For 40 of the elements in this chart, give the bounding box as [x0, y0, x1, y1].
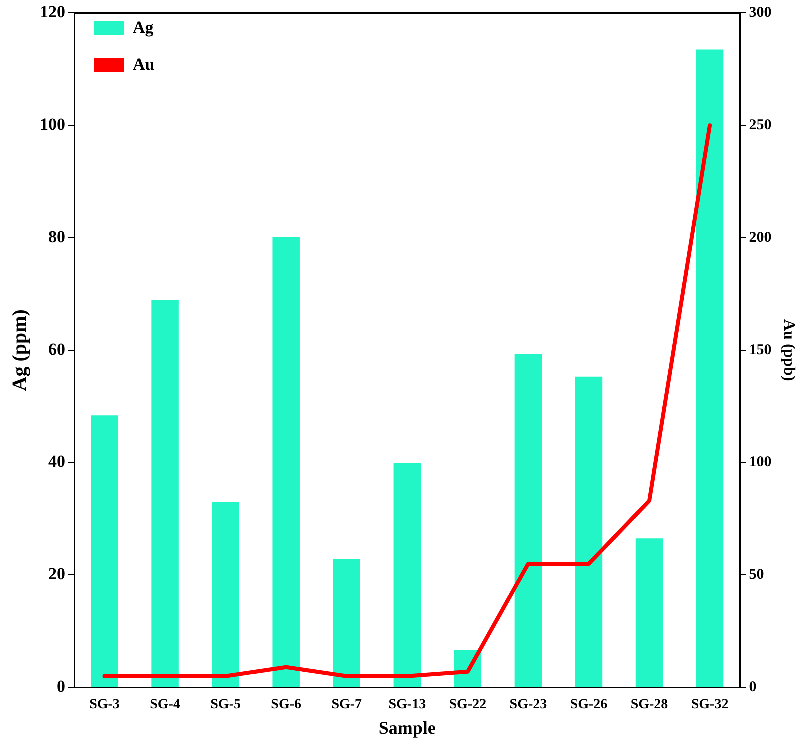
- x-tick-label: SG-7: [332, 698, 362, 713]
- x-tick-label: SG-23: [510, 698, 548, 713]
- bar: [152, 300, 179, 688]
- y2-tick-label: 300: [749, 5, 772, 22]
- bar: [212, 502, 240, 688]
- bar: [575, 376, 603, 688]
- y-tick-label: 60: [48, 340, 66, 359]
- y2-tick-label: 50: [749, 567, 764, 584]
- x-tick-label: SG-22: [449, 698, 487, 713]
- y-tick-label: 0: [57, 676, 66, 696]
- bar: [514, 354, 542, 688]
- legend-label: Ag: [133, 18, 154, 37]
- y-axis-title: Ag (ppm): [9, 310, 32, 392]
- bar: [394, 463, 422, 688]
- y2-tick-label: 0: [749, 679, 757, 696]
- x-tick-label: SG-26: [570, 698, 608, 713]
- y-tick-label: 120: [40, 2, 66, 22]
- legend-label: Au: [133, 54, 155, 74]
- y-tick-label: 20: [48, 564, 66, 584]
- x-tick-label: SG-4: [150, 698, 180, 713]
- y2-tick-label: 200: [749, 230, 772, 246]
- x-tick-label: SG-5: [210, 698, 241, 713]
- y-tick-label: 40: [48, 452, 66, 472]
- y2-tick-label: 250: [749, 117, 772, 134]
- y2-tick-label: 100: [749, 454, 772, 471]
- bar: [91, 416, 118, 688]
- y2-axis-title: Au (ppb): [780, 319, 798, 382]
- bar: [696, 50, 724, 688]
- y-tick-label: 100: [40, 114, 66, 134]
- x-tick-label: SG-13: [388, 698, 426, 713]
- y2-tick-label: 150: [749, 342, 772, 358]
- y-tick-label: 80: [48, 227, 66, 246]
- bar: [272, 237, 300, 688]
- x-tick-label: SG-32: [691, 698, 729, 713]
- x-axis-title: Sample: [378, 718, 436, 738]
- x-tick-label: SG-28: [630, 698, 668, 713]
- x-tick-label: SG-6: [271, 698, 302, 713]
- bar: [636, 538, 664, 688]
- x-tick-label: SG-3: [90, 698, 120, 713]
- bar: [333, 559, 360, 688]
